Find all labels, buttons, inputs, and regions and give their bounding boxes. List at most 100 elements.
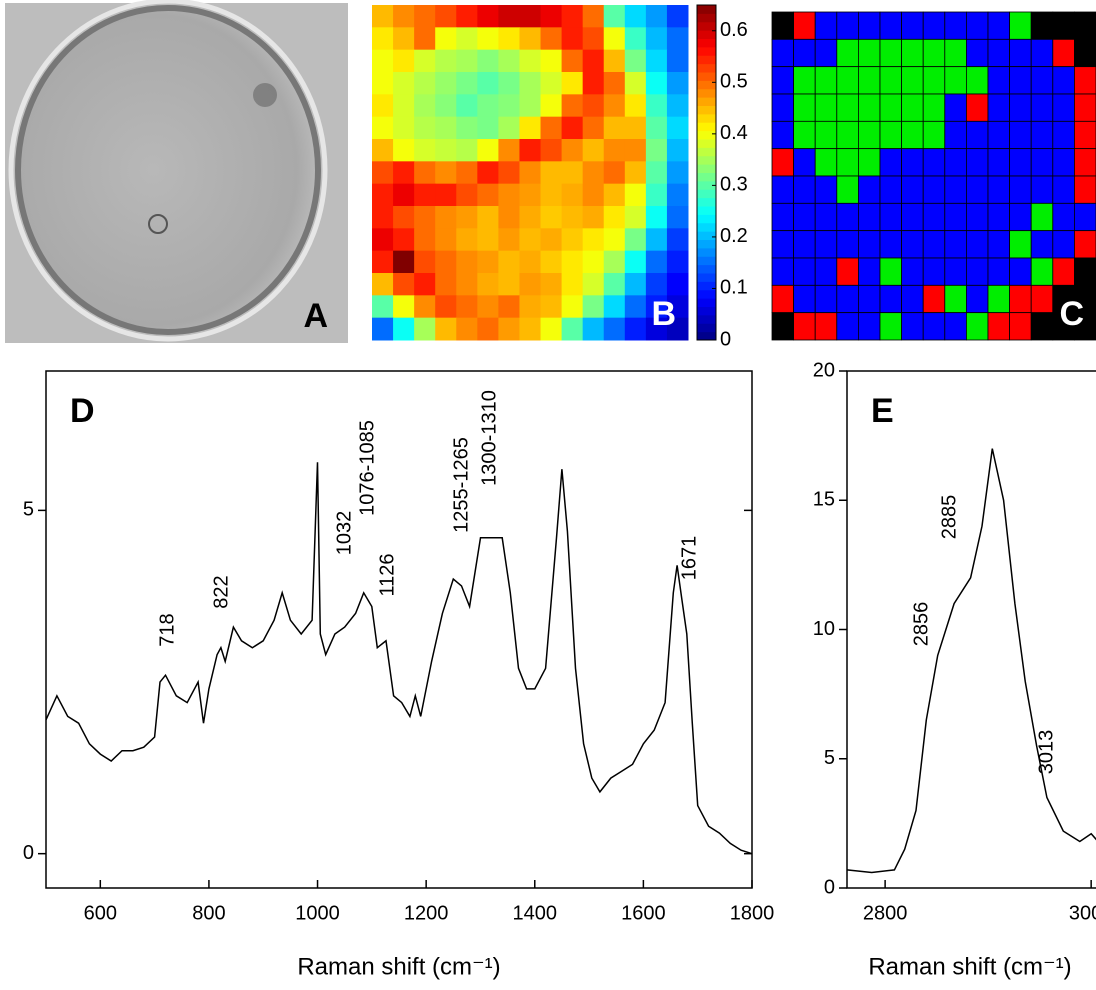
heatmap-cell: [435, 250, 457, 274]
heatmap-cell: [603, 27, 626, 51]
heatmap-cell: [645, 5, 668, 28]
cell-outline: [15, 5, 321, 335]
heatmap-cell: [666, 49, 689, 73]
x-tick-label: 1600: [621, 902, 666, 924]
cluster-cell: [901, 11, 924, 40]
cluster-cell: [879, 202, 903, 232]
cluster-cell: [1052, 148, 1075, 177]
heatmap-cell: [372, 206, 394, 229]
colorbar-step: [697, 256, 716, 266]
peak-annotation: 2885: [938, 495, 960, 540]
cluster-cell: [1074, 66, 1096, 95]
cluster-cell: [987, 148, 1011, 177]
heatmap-cell: [666, 139, 689, 162]
heatmap-cell: [414, 295, 436, 319]
cluster-cell: [858, 148, 881, 177]
cluster-cell: [922, 120, 946, 150]
heatmap-cell: [519, 161, 542, 185]
heatmap-cell: [372, 317, 394, 341]
heatmap-cell: [372, 228, 394, 252]
heatmap-cell: [666, 183, 689, 207]
cluster-cell: [814, 312, 838, 341]
heatmap-cell: [624, 183, 647, 207]
heatmap-cell: [372, 49, 394, 73]
heatmap-cell: [456, 161, 478, 185]
heatmap-cell: [561, 116, 584, 140]
heatmap-cell: [393, 250, 415, 274]
colorbar-step: [697, 214, 716, 224]
cluster-cell: [793, 120, 816, 150]
cluster-cell: [966, 202, 989, 232]
heatmap-cell: [456, 250, 478, 274]
colorbar-step: [697, 139, 716, 148]
colorbar-step: [697, 38, 716, 48]
heatmap-cell: [582, 161, 605, 185]
colorbar-step: [697, 130, 716, 140]
cluster-cell: [879, 257, 903, 286]
heatmap-cell: [540, 183, 563, 207]
heatmap-cell: [414, 27, 436, 51]
heatmap-cell: [603, 183, 626, 207]
cluster-cell: [966, 312, 989, 341]
heatmap-cell: [435, 116, 457, 140]
colorbar-step: [697, 222, 716, 232]
cluster-cell: [966, 148, 989, 177]
cluster-cell: [944, 11, 967, 40]
cluster-cell: [922, 202, 946, 232]
cluster-cell: [1009, 312, 1032, 341]
spectrum-line: [45, 462, 753, 855]
cluster-cell: [1009, 148, 1032, 177]
cluster-cell: [987, 312, 1011, 341]
heatmap-cell: [582, 317, 605, 341]
heatmap-cell: [456, 49, 478, 73]
heatmap-cell: [666, 27, 689, 51]
heatmap-cell: [519, 228, 542, 252]
y-tick-label: 15: [813, 489, 835, 511]
heatmap-cell: [624, 27, 647, 51]
heatmap-cell: [561, 5, 584, 28]
heatmap-cell: [372, 5, 394, 28]
cluster-cell: [922, 230, 946, 259]
heatmap-cell: [372, 295, 394, 319]
cluster-cell: [858, 230, 881, 259]
heatmap-cell: [645, 183, 668, 207]
heatmap-cell: [561, 27, 584, 51]
heatmap-cell: [498, 250, 520, 274]
cluster-cell: [1074, 120, 1096, 150]
cluster-cell: [944, 175, 967, 204]
colorbar-step: [697, 5, 716, 14]
peak-annotation: 1032: [333, 511, 355, 556]
colorbar-step: [697, 97, 716, 106]
cluster-cell: [966, 38, 989, 68]
heatmap-cell: [414, 317, 436, 341]
heatmap-cell: [477, 72, 499, 95]
cluster-cell: [814, 202, 838, 232]
cluster-cell: [836, 312, 859, 341]
heatmap-cell: [498, 161, 520, 185]
peak-annotation: 2856: [910, 602, 932, 647]
colorbar-step: [697, 189, 716, 199]
colorbar-tick-label: 0.4: [720, 122, 748, 144]
cluster-cell: [1030, 284, 1054, 314]
heatmap-cell: [498, 206, 520, 229]
colorbar-step: [697, 105, 716, 115]
heatmap-cell: [435, 273, 457, 296]
cluster-cell: [1009, 38, 1032, 68]
heatmap-cell: [498, 273, 520, 296]
heatmap-cell: [498, 27, 520, 51]
cluster-cell: [1074, 175, 1096, 204]
cluster-cell: [879, 175, 903, 204]
cluster-cell: [858, 284, 881, 314]
y-tick-label: 5: [23, 499, 34, 521]
cluster-cell: [1009, 230, 1032, 259]
colorbar-step: [697, 306, 716, 316]
heatmap-cell: [666, 94, 689, 118]
cluster-cell: [1009, 284, 1032, 314]
cluster-cell: [966, 120, 989, 150]
cluster-cell: [1074, 93, 1096, 122]
heatmap-cell: [414, 206, 436, 229]
heatmap-cell: [393, 206, 415, 229]
heatmap-cell: [582, 228, 605, 252]
heatmap-cell: [540, 228, 563, 252]
